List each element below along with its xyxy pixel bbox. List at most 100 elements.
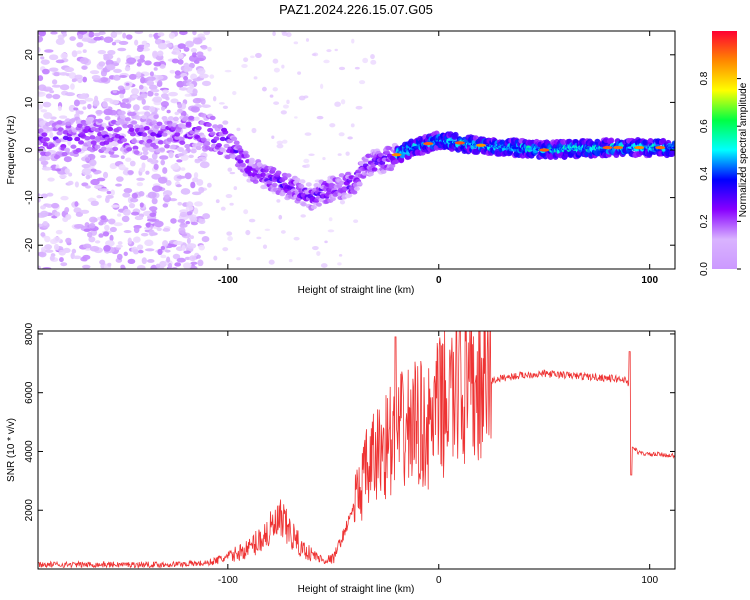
spectrogram-cell [160, 124, 167, 130]
spectrogram-cell [151, 197, 158, 205]
spectrogram-cell [93, 185, 102, 189]
spectrogram-cell [370, 54, 375, 60]
spectrogram-cell [200, 98, 206, 105]
spectrogram-cell [282, 139, 288, 144]
spectrogram-cell [129, 132, 136, 137]
spectrogram-cell [155, 263, 161, 269]
spectrogram-cell [175, 184, 182, 188]
spectrogram-cell [133, 226, 140, 234]
spectrogram-cell [174, 70, 181, 76]
spectrogram-cell [38, 157, 47, 162]
spectrogram-cell [200, 45, 208, 50]
spectrogram-cell [362, 158, 369, 163]
spectrogram-cell [43, 137, 50, 142]
spectrogram-cell [42, 142, 49, 147]
spectrogram-cell [102, 101, 108, 108]
spectrogram-cell [120, 155, 125, 160]
spectrogram-cell [288, 259, 293, 263]
spectrogram-cell [227, 167, 233, 172]
spectrogram-cell [250, 55, 255, 59]
spectrogram-cell [253, 76, 258, 80]
x-tick-label: 100 [641, 275, 658, 286]
spectrogram-cell [94, 240, 101, 244]
spectrogram-cell [174, 262, 182, 267]
spectrogram-cell [207, 46, 212, 52]
spectrogram-cell [166, 109, 171, 114]
spectrogram-cell [272, 58, 279, 64]
spectrogram-x-ticks: -100 0 100 [218, 31, 658, 286]
spectrogram-cell [102, 231, 110, 237]
spectrogram-cell [139, 54, 145, 60]
spectrogram-cell [188, 154, 194, 159]
spectrogram-cell [190, 47, 197, 53]
spectrogram-cell [380, 169, 387, 174]
spectrogram-cell [273, 67, 280, 73]
spectrogram-cell [323, 59, 330, 64]
spectrogram-cell [338, 132, 345, 137]
spectrogram-cell [85, 174, 91, 180]
spectrogram-cell [243, 153, 250, 159]
spectrogram-cell [193, 116, 200, 121]
spectrogram-x-label: Height of straight line (km) [298, 285, 415, 296]
spectrogram-cell [144, 239, 154, 247]
spectrogram-cell [122, 192, 131, 198]
spectrogram-cell [164, 194, 170, 199]
spectrogram-cell [81, 182, 89, 187]
spectrogram-cell [186, 211, 193, 216]
spectrogram-cell [127, 170, 134, 175]
spectrogram-cell [269, 94, 274, 98]
spectrogram-cell [127, 237, 132, 245]
spectrogram-cell [88, 236, 96, 243]
spectrogram-cell [181, 245, 186, 251]
spectrogram-cell [351, 38, 355, 44]
spectrogram-cell [345, 151, 350, 156]
spectrogram-cell [118, 118, 125, 124]
spectrogram-cell [51, 202, 60, 209]
spectrogram-cell [252, 179, 259, 184]
spectrogram-cell [52, 93, 61, 100]
spectrogram-cell [170, 218, 177, 224]
spectrogram-cell [116, 253, 123, 260]
spectrogram-cell [136, 71, 142, 78]
spectrogram-cell [310, 204, 317, 210]
spectrogram-cell [136, 182, 144, 187]
spectrogram-cell [602, 146, 613, 150]
spectrogram-cell [98, 61, 106, 67]
spectrogram-cell [104, 115, 111, 121]
spectrogram-cell [65, 92, 75, 97]
spectrogram-cell [350, 123, 355, 128]
spectrogram-cell [53, 71, 60, 77]
spectrogram-cell [147, 90, 154, 97]
spectrogram-cell [53, 154, 60, 160]
spectrogram-cell [151, 120, 158, 125]
spectrogram-cell [280, 110, 287, 115]
spectrogram-cell [185, 220, 191, 225]
spectrogram-cell [76, 50, 82, 55]
spectrogram-cell [183, 46, 190, 52]
spectrogram-cell [281, 64, 285, 69]
spectrogram-cell [251, 127, 257, 134]
spectrogram-cell [233, 186, 238, 191]
spectrogram-cell [107, 262, 112, 267]
spectrogram-cell [64, 206, 70, 213]
spectrogram-cell [51, 84, 62, 88]
spectrogram-cell [124, 117, 131, 122]
spectrogram-cell [138, 84, 144, 90]
spectrogram-cell [164, 144, 171, 149]
snr-series-line [38, 331, 675, 569]
spectrogram-cell [294, 177, 301, 183]
spectrogram-cell [157, 32, 165, 37]
x-tick-label: 0 [436, 575, 442, 586]
spectrogram-cell [98, 188, 109, 192]
y-tick-label: -10 [24, 190, 35, 205]
spectrogram-cell [193, 207, 199, 215]
spectrogram-cell [298, 95, 306, 101]
spectrogram-cell [136, 265, 146, 269]
spectrogram-cell [213, 255, 218, 261]
spectrogram-cell [157, 42, 168, 50]
spectrogram-cell [282, 104, 289, 109]
spectrogram-cell [90, 178, 100, 186]
spectrogram-cell [202, 213, 211, 220]
spectrogram-cell [178, 227, 186, 234]
